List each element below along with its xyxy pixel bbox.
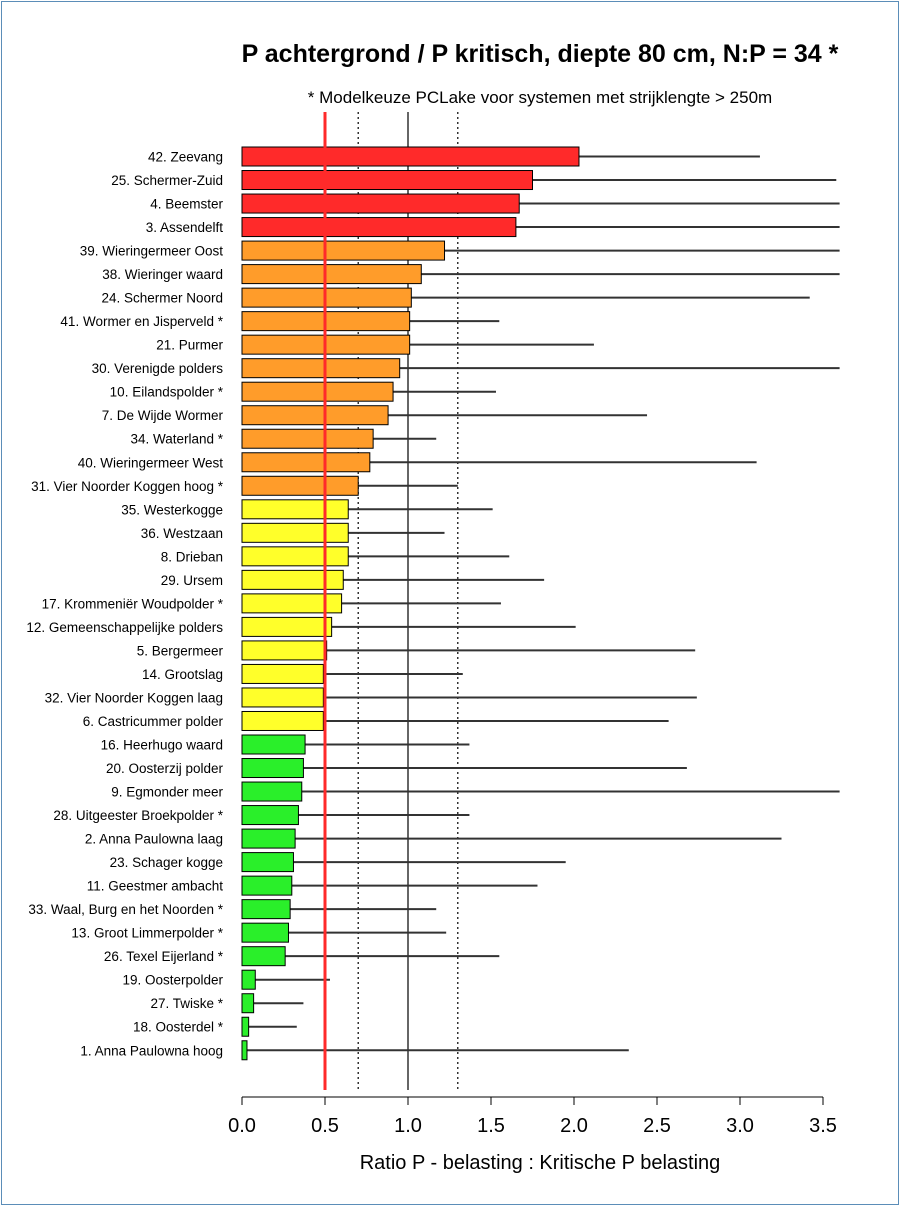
x-axis-label: Ratio P - belasting : Kritische P belast…: [359, 1152, 721, 1174]
category-label-33: 33. Waal, Burg en het Noorden *: [28, 902, 223, 917]
bar-23: [241, 663, 324, 684]
bar-35: [241, 946, 286, 967]
bar-39: [241, 1040, 248, 1061]
category-label-28: 9. Egmonder meer: [111, 785, 223, 800]
category-label-18: 8. Drieban: [161, 549, 223, 564]
chart-title: P achtergrond / P kritisch, diepte 80 cm…: [241, 40, 839, 68]
bar-31: [241, 852, 294, 873]
category-label-29: 28. Uitgeester Broekpolder *: [53, 808, 223, 823]
category-label-37: 27. Twiske *: [150, 996, 223, 1011]
bar-1: [241, 146, 580, 167]
bar-5: [241, 240, 446, 261]
category-label-7: 24. Schermer Noord: [101, 291, 223, 306]
bar-3: [241, 193, 520, 214]
x-tick-label-7: 3.5: [809, 1115, 837, 1137]
bar-29: [241, 805, 299, 826]
category-label-3: 4. Beemster: [150, 197, 223, 212]
bar-25: [241, 710, 324, 731]
category-label-2: 25. Schermer-Zuid: [111, 173, 223, 188]
category-label-26: 16. Heerhugo waard: [101, 738, 223, 753]
bar-4: [241, 217, 517, 238]
category-label-32: 11. Geestmer ambacht: [87, 879, 224, 894]
bar-28: [241, 781, 303, 802]
category-label-30: 2. Anna Paulowna laag: [85, 832, 223, 847]
bar-38: [241, 1016, 250, 1037]
category-label-36: 19. Oosterpolder: [122, 973, 223, 988]
category-label-10: 30. Verenigde polders: [92, 361, 224, 376]
category-label-20: 17. Krommeniër Woudpolder *: [42, 596, 224, 611]
category-label-12: 7. De Wijde Wormer: [102, 408, 224, 423]
category-label-15: 31. Vier Noorder Koggen hoog *: [31, 479, 224, 494]
bar-34: [241, 922, 289, 943]
bar-16: [241, 499, 349, 520]
category-label-6: 38. Wieringer waard: [102, 267, 223, 282]
bar-13: [241, 428, 374, 449]
bar-26: [241, 734, 306, 755]
bar-30: [241, 828, 296, 849]
bar-24: [241, 687, 324, 708]
category-label-16: 35. Westerkogge: [121, 502, 223, 517]
category-label-31: 23. Schager kogge: [110, 855, 223, 870]
bar-6: [241, 264, 422, 285]
x-tick-label-1: 0.5: [311, 1115, 339, 1137]
x-tick-label-2: 1.0: [394, 1115, 422, 1137]
bar-32: [241, 875, 293, 896]
category-label-17: 36. Westzaan: [141, 526, 223, 541]
category-label-19: 29. Ursem: [161, 573, 223, 588]
bar-12: [241, 405, 389, 426]
category-label-1: 42. Zeevang: [148, 150, 223, 165]
bar-27: [241, 758, 304, 779]
category-label-35: 26. Texel Eijerland *: [104, 949, 224, 964]
bar-10: [241, 358, 401, 379]
category-label-39: 1. Anna Paulowna hoog: [80, 1043, 223, 1058]
category-label-14: 40. Wieringermeer West: [78, 455, 224, 470]
x-tick-label-6: 3.0: [726, 1115, 754, 1137]
bar-2: [241, 170, 533, 191]
category-label-11: 10. Eilandspolder *: [110, 385, 224, 400]
bar-15: [241, 475, 359, 496]
category-label-13: 34. Waterland *: [130, 432, 223, 447]
bar-18: [241, 546, 349, 567]
bar-36: [241, 969, 256, 990]
chart-subtitle: * Modelkeuze PCLake voor systemen met st…: [307, 88, 773, 107]
bar-11: [241, 381, 394, 402]
category-label-27: 20. Oosterzij polder: [106, 761, 224, 776]
bar-33: [241, 899, 291, 920]
bar-20: [241, 593, 343, 614]
x-tick-label-5: 2.5: [643, 1115, 671, 1137]
category-label-23: 14. Grootslag: [142, 667, 223, 682]
x-tick-label-0: 0.0: [228, 1115, 256, 1137]
category-label-4: 3. Assendelft: [146, 220, 224, 235]
category-label-24: 32. Vier Noorder Koggen laag: [45, 690, 223, 705]
bar-21: [241, 616, 333, 637]
x-tick-label-4: 2.0: [560, 1115, 588, 1137]
category-label-25: 6. Castricummer polder: [83, 714, 224, 729]
category-label-5: 39. Wieringermeer Oost: [80, 244, 224, 259]
bar-7: [241, 287, 412, 308]
category-label-8: 41. Wormer en Jisperveld *: [60, 314, 223, 329]
bar-37: [241, 993, 255, 1014]
bar-14: [241, 452, 371, 473]
bar-17: [241, 522, 349, 543]
category-label-34: 13. Groot Limmerpolder *: [71, 926, 223, 941]
bar-22: [241, 640, 328, 661]
category-label-38: 18. Oosterdel *: [133, 1020, 224, 1035]
bar-19: [241, 569, 344, 590]
category-label-22: 5. Bergermeer: [137, 643, 224, 658]
category-label-21: 12. Gemeenschappelijke polders: [26, 620, 223, 635]
x-tick-label-3: 1.5: [477, 1115, 505, 1137]
category-label-9: 21. Purmer: [156, 338, 223, 353]
